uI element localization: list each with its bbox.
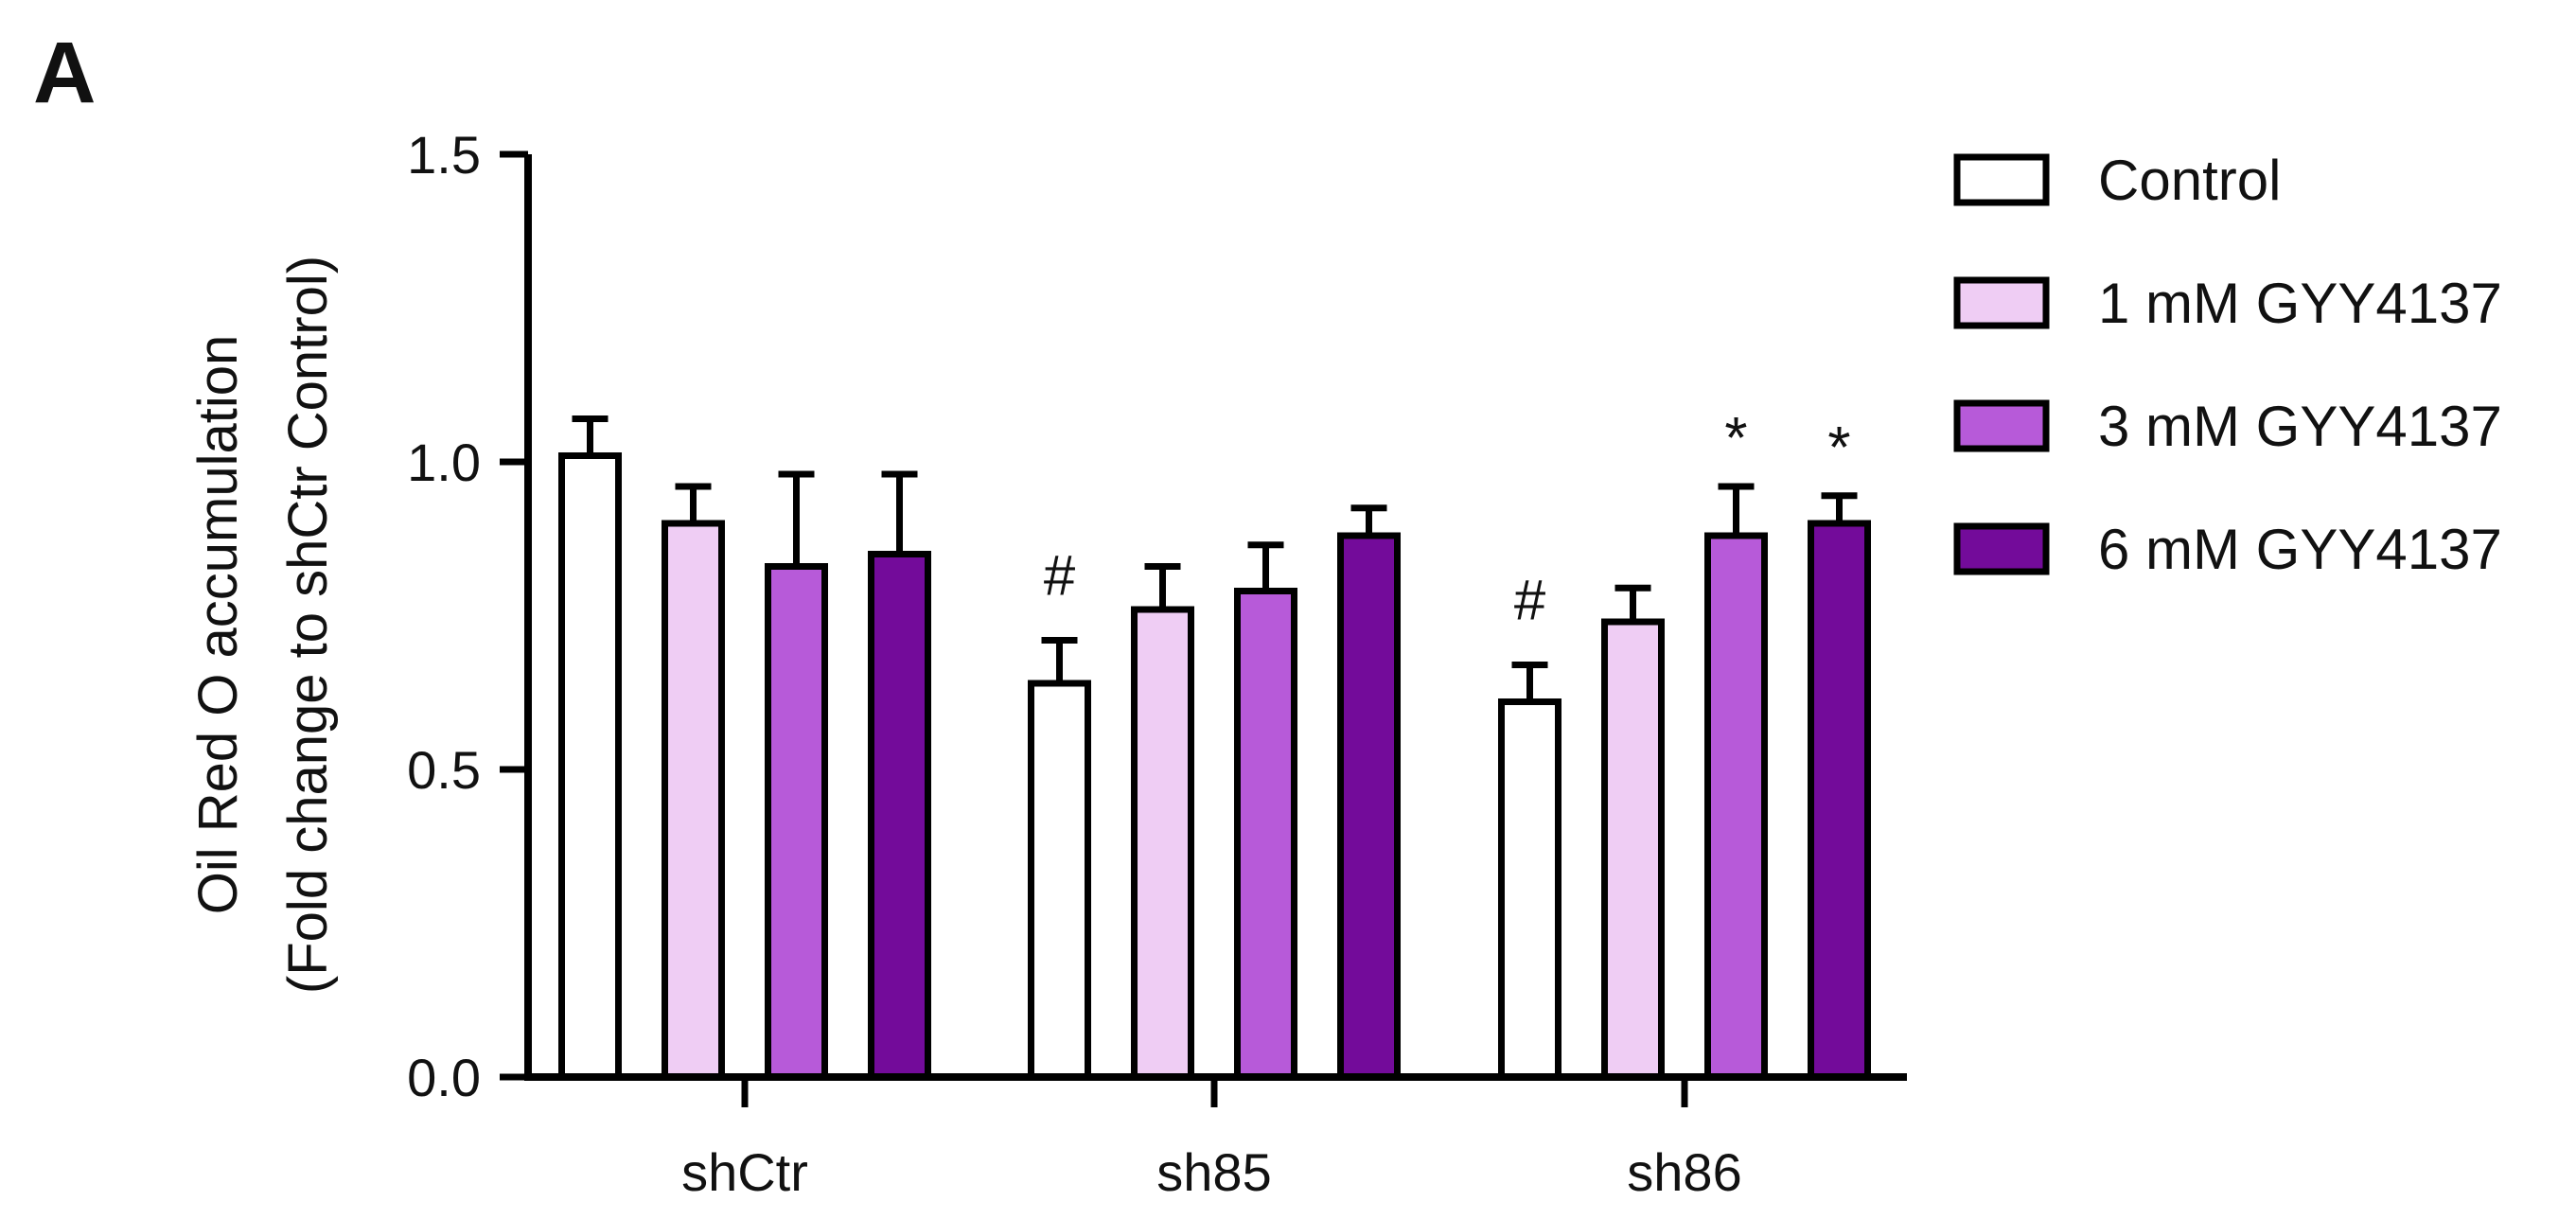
significance-marker: * xyxy=(1827,415,1850,481)
significance-marker: # xyxy=(1044,544,1076,608)
bar xyxy=(765,563,828,1081)
bars-layer: # # * * xyxy=(558,406,1871,1081)
legend-swatch xyxy=(1953,153,2050,206)
legend-label: 1 mM GYY4137 xyxy=(2098,272,2502,335)
x-tick-label: sh85 xyxy=(1156,1142,1271,1202)
y-axis-title-line2: (Fold change to shCtr Control) xyxy=(277,256,339,994)
x-tick-label: shCtr xyxy=(681,1142,808,1202)
legend-label: 3 mM GYY4137 xyxy=(2098,395,2502,458)
y-tick-label: 0.0 xyxy=(407,1048,481,1107)
legend-swatch xyxy=(1953,399,2050,452)
bar xyxy=(1498,698,1561,1081)
y-tick-label: 1.0 xyxy=(407,433,481,492)
y-axis-title: Oil Red O accumulation (Fold change to s… xyxy=(187,256,339,994)
bar xyxy=(1601,618,1665,1081)
legend-swatch xyxy=(1953,276,2050,329)
bar xyxy=(868,551,931,1081)
bar xyxy=(1337,532,1401,1081)
legend-swatch xyxy=(1953,522,2050,575)
significance-marker: * xyxy=(1724,406,1747,471)
bar xyxy=(1131,606,1194,1081)
bar xyxy=(558,452,622,1081)
x-tick-label: sh86 xyxy=(1627,1142,1741,1202)
y-tick-label: 0.5 xyxy=(407,740,481,800)
bar xyxy=(1028,680,1091,1081)
panel-label: A xyxy=(33,25,96,121)
y-axis-title-line1: Oil Red O accumulation xyxy=(187,335,249,914)
bar xyxy=(1234,588,1297,1081)
y-tick-label: 1.5 xyxy=(407,125,481,185)
x-axis-ticks: shCtr sh85 sh86 xyxy=(681,1077,1742,1202)
significance-marker: # xyxy=(1514,569,1546,632)
bar xyxy=(1808,520,1871,1081)
bar xyxy=(1704,532,1768,1081)
legend-label: Control xyxy=(2098,149,2281,212)
y-axis-ticks: 0.0 0.5 1.0 1.5 xyxy=(407,125,528,1107)
bar xyxy=(662,520,725,1081)
legend-label: 6 mM GYY4137 xyxy=(2098,518,2502,581)
legend: Control 1 mM GYY4137 3 mM GYY4137 6 mM GYY4… xyxy=(1953,149,2502,581)
